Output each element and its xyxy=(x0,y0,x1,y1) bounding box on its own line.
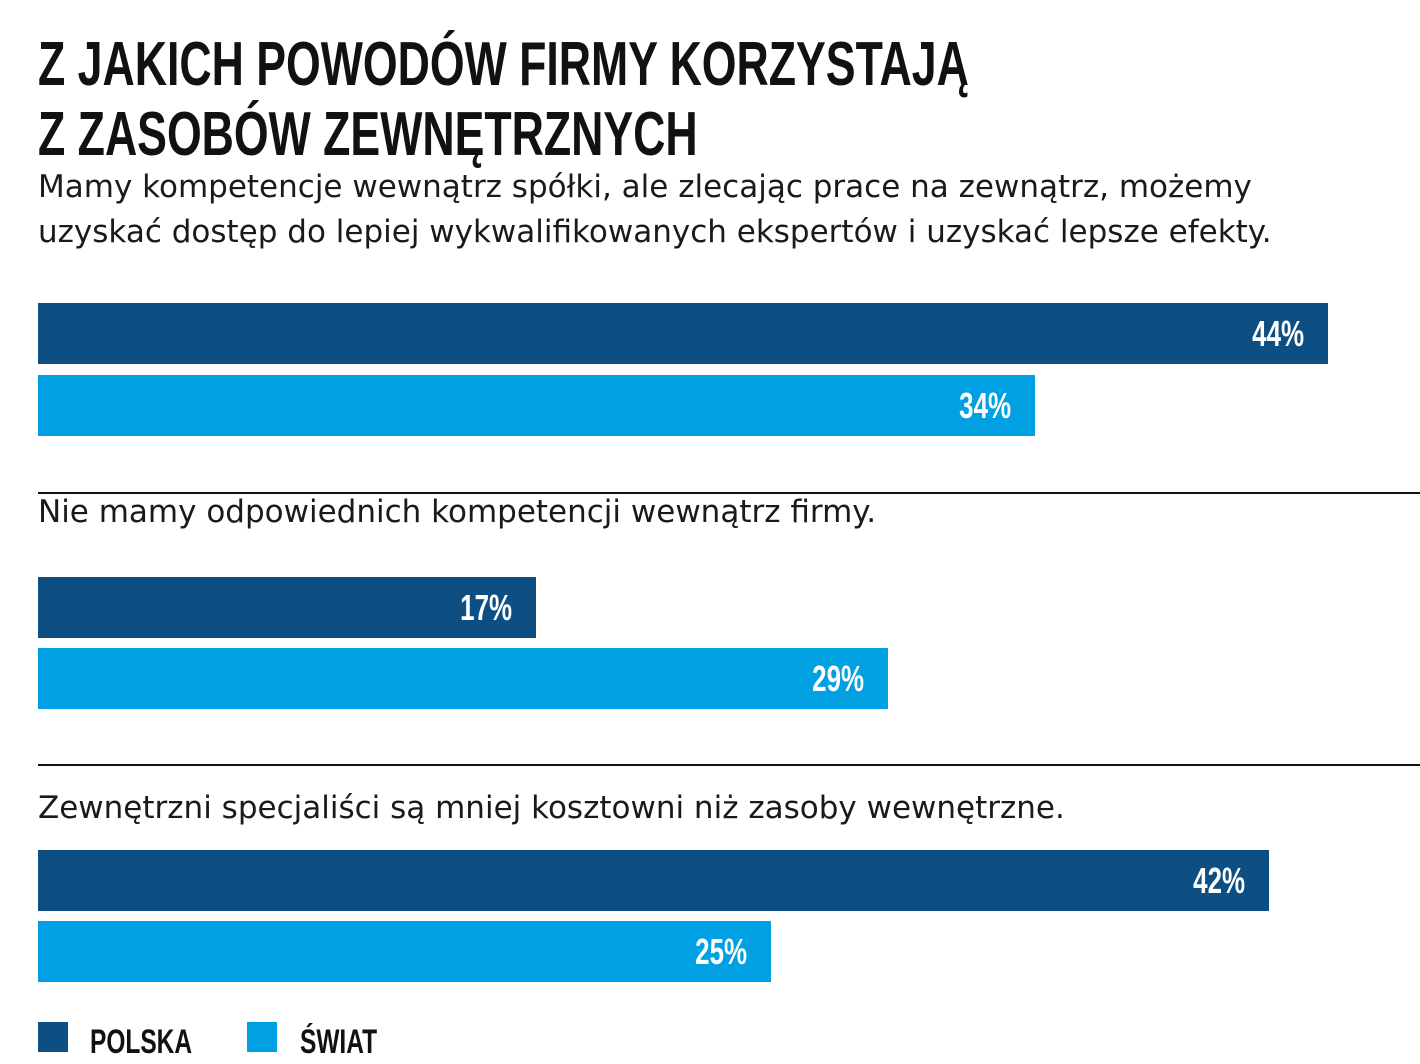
bar-polska-1 xyxy=(38,303,1329,364)
legend-label-swiat: ŚWIAT xyxy=(300,1023,378,1061)
bar-swiat-2 xyxy=(38,648,889,709)
category-3-label: Zewnętrzni specjaliści są mniej kosztown… xyxy=(38,790,1065,826)
bar-polska-2 xyxy=(38,577,537,638)
data-label: 29% xyxy=(812,658,865,699)
legend-swatch-swiat xyxy=(247,1022,277,1052)
category-1-label-line-1: Mamy kompetencje wewnątrz spółki, ale zl… xyxy=(38,169,1252,205)
legend-label-polska: POLSKA xyxy=(90,1023,193,1061)
divider xyxy=(38,764,1420,766)
data-label: 25% xyxy=(695,931,747,972)
data-label: 42% xyxy=(1193,860,1246,901)
data-label: 34% xyxy=(959,385,1011,426)
data-label: 44% xyxy=(1252,313,1305,354)
bar-swiat-1 xyxy=(38,375,1035,436)
legend-swatch-polska xyxy=(38,1022,68,1052)
data-label: 17% xyxy=(460,587,513,628)
bar-swiat-3 xyxy=(38,921,771,982)
category-2-label: Nie mamy odpowiednich kompetencji wewnąt… xyxy=(38,494,877,530)
bar-polska-3 xyxy=(38,850,1270,911)
divider xyxy=(38,492,1420,494)
chart-title-line-2: Z ZASOBÓW ZEWNĘTRZNYCH xyxy=(38,100,698,169)
chart-title-line-1: Z JAKICH POWODÓW FIRMY KORZYSTAJĄ xyxy=(38,30,969,99)
category-1-label-line-2: uzyskać dostęp do lepiej wykwalifikowany… xyxy=(38,214,1272,250)
